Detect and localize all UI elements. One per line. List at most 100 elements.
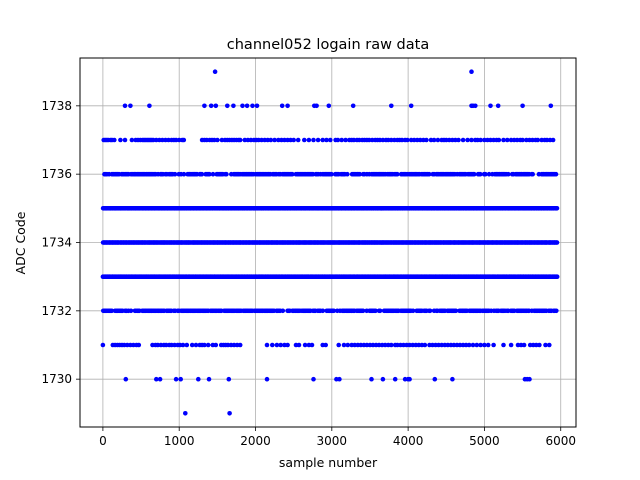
- data-point: [285, 342, 290, 348]
- data-point: [224, 171, 229, 177]
- y-tick-label: 1734: [41, 236, 72, 250]
- data-point: [112, 137, 117, 143]
- data-point: [147, 103, 152, 109]
- data-point: [315, 137, 321, 143]
- data-point: [550, 137, 556, 143]
- data-point: [207, 171, 212, 177]
- data-point: [554, 308, 559, 314]
- data-point: [407, 376, 412, 382]
- x-tick-label: 3000: [317, 434, 348, 448]
- data-point: [496, 137, 502, 143]
- data-point: [337, 376, 342, 382]
- data-point: [335, 137, 341, 143]
- data-point: [264, 342, 270, 348]
- x-tick-label: 6000: [545, 434, 576, 448]
- data-point: [210, 171, 216, 177]
- data-point: [485, 342, 491, 348]
- data-point: [431, 137, 437, 143]
- data-point: [136, 342, 142, 348]
- data-point: [488, 103, 493, 109]
- data-point: [123, 376, 129, 382]
- data-point: [357, 171, 363, 177]
- data-point: [122, 137, 128, 143]
- data-point: [193, 342, 199, 348]
- x-tick-label: 5000: [469, 434, 500, 448]
- data-point: [373, 308, 378, 314]
- data-point: [405, 137, 410, 143]
- data-point: [212, 69, 218, 74]
- x-tick-label: 2000: [240, 434, 271, 448]
- data-point: [189, 342, 195, 348]
- data-point: [432, 376, 438, 382]
- data-point: [426, 171, 432, 177]
- data-point: [278, 342, 284, 348]
- data-point: [465, 137, 470, 143]
- data-point: [320, 137, 326, 143]
- data-point: [535, 137, 541, 143]
- data-point: [547, 342, 552, 348]
- data-point: [341, 342, 347, 348]
- chart-title: channel052 logain raw data: [227, 37, 429, 53]
- data-point: [466, 342, 472, 348]
- data-point: [213, 103, 219, 109]
- data-point: [291, 137, 297, 143]
- data-point: [314, 103, 319, 109]
- data-point: [157, 376, 163, 382]
- data-point: [520, 103, 525, 109]
- x-tick-label: 1000: [164, 434, 195, 448]
- data-point: [268, 137, 274, 143]
- data-point: [172, 171, 178, 177]
- data-point: [206, 376, 212, 382]
- data-point: [118, 137, 123, 143]
- data-point: [184, 342, 190, 348]
- data-point: [264, 376, 270, 382]
- data-point: [331, 308, 337, 314]
- data-point: [478, 342, 483, 348]
- data-point: [521, 342, 527, 348]
- data-point: [395, 171, 400, 177]
- data-point: [154, 376, 159, 382]
- x-axis-label: sample number: [279, 455, 378, 470]
- data-point: [279, 103, 285, 109]
- data-point: [369, 376, 374, 382]
- data-point: [183, 411, 188, 416]
- data-point: [553, 171, 559, 177]
- data-point: [227, 411, 232, 416]
- data-point: [100, 342, 106, 348]
- data-point: [329, 171, 334, 177]
- data-point: [495, 103, 501, 109]
- data-point: [343, 137, 348, 143]
- x-tick-label: 4000: [393, 434, 424, 448]
- data-point: [360, 308, 366, 314]
- data-point: [410, 308, 416, 314]
- data-points: [100, 69, 560, 416]
- data-point: [290, 171, 295, 177]
- data-point: [548, 103, 554, 109]
- data-point: [129, 137, 135, 143]
- data-point: [324, 137, 329, 143]
- data-point: [422, 342, 428, 348]
- data-point: [537, 342, 542, 348]
- data-point: [323, 342, 329, 348]
- data-point: [350, 103, 356, 109]
- data-point: [181, 171, 187, 177]
- data-point: [237, 342, 243, 348]
- data-point: [254, 103, 260, 109]
- data-point: [122, 103, 128, 109]
- data-point: [244, 103, 250, 109]
- data-point: [543, 342, 548, 348]
- data-point: [208, 103, 214, 109]
- data-point: [196, 376, 201, 382]
- data-point: [501, 137, 506, 143]
- data-point: [380, 376, 386, 382]
- data-point: [424, 137, 429, 143]
- data-point: [306, 137, 312, 143]
- data-point: [427, 308, 433, 314]
- data-point: [554, 206, 560, 211]
- y-tick-label: 1736: [41, 167, 72, 181]
- data-point: [202, 342, 207, 348]
- data-point: [345, 171, 350, 177]
- data-point: [280, 308, 286, 314]
- data-point: [554, 240, 560, 245]
- data-point: [181, 137, 187, 143]
